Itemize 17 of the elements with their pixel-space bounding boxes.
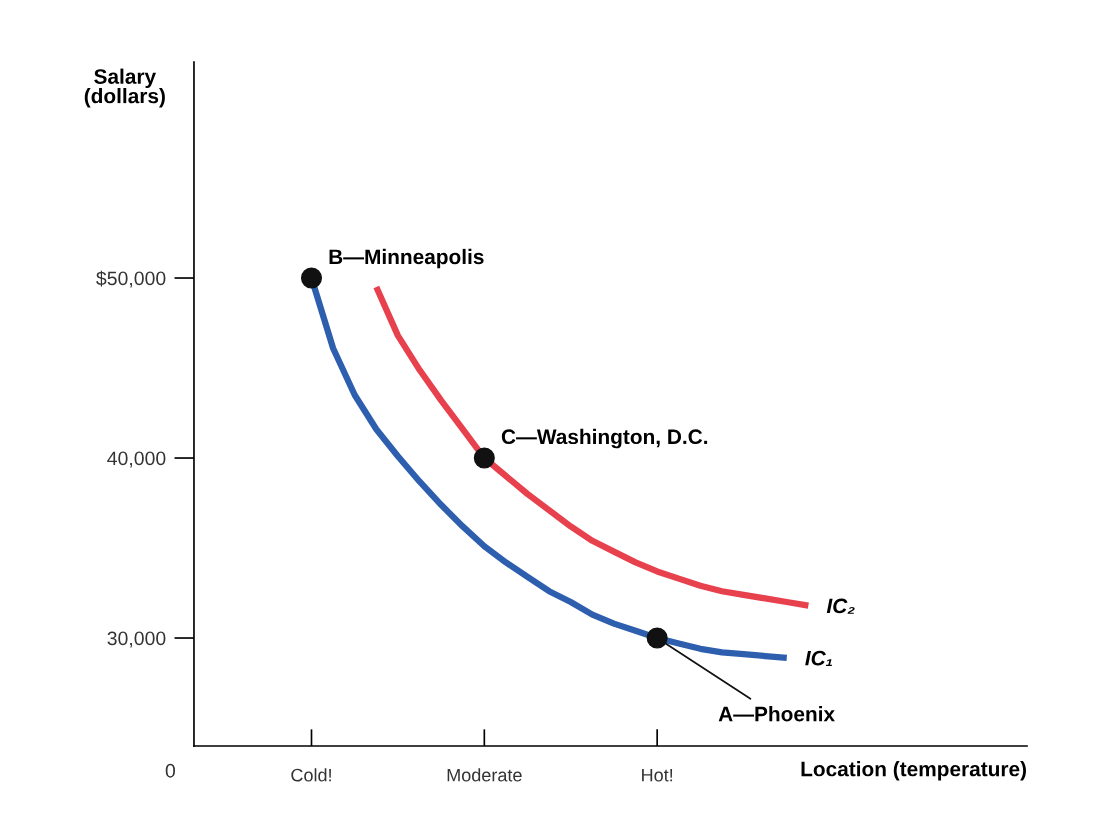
- y-axis-title: Salary (dollars): [84, 68, 165, 108]
- annotation: B—Minneapolis: [329, 248, 484, 269]
- point: [300, 267, 323, 289]
- y-tick-label: $50,000: [96, 270, 166, 288]
- y-tick-label: 30,000: [107, 631, 166, 648]
- text: 0: [165, 763, 176, 778]
- annotation: A—Phoenix: [718, 706, 835, 722]
- annotation: C—Washington, D.C.: [501, 428, 708, 449]
- x-tick-label: Hot!: [642, 768, 673, 782]
- x-tick-label: Cold!: [291, 768, 331, 782]
- x-tick-label: Moderate: [447, 768, 522, 782]
- point: [646, 627, 668, 649]
- series-label: IC₁: [805, 650, 833, 666]
- series-label: IC₂: [826, 598, 855, 614]
- y-tick-label: 40,000: [107, 451, 166, 468]
- x-axis-title: Location (temperature): [801, 761, 1026, 781]
- point: [473, 447, 495, 469]
